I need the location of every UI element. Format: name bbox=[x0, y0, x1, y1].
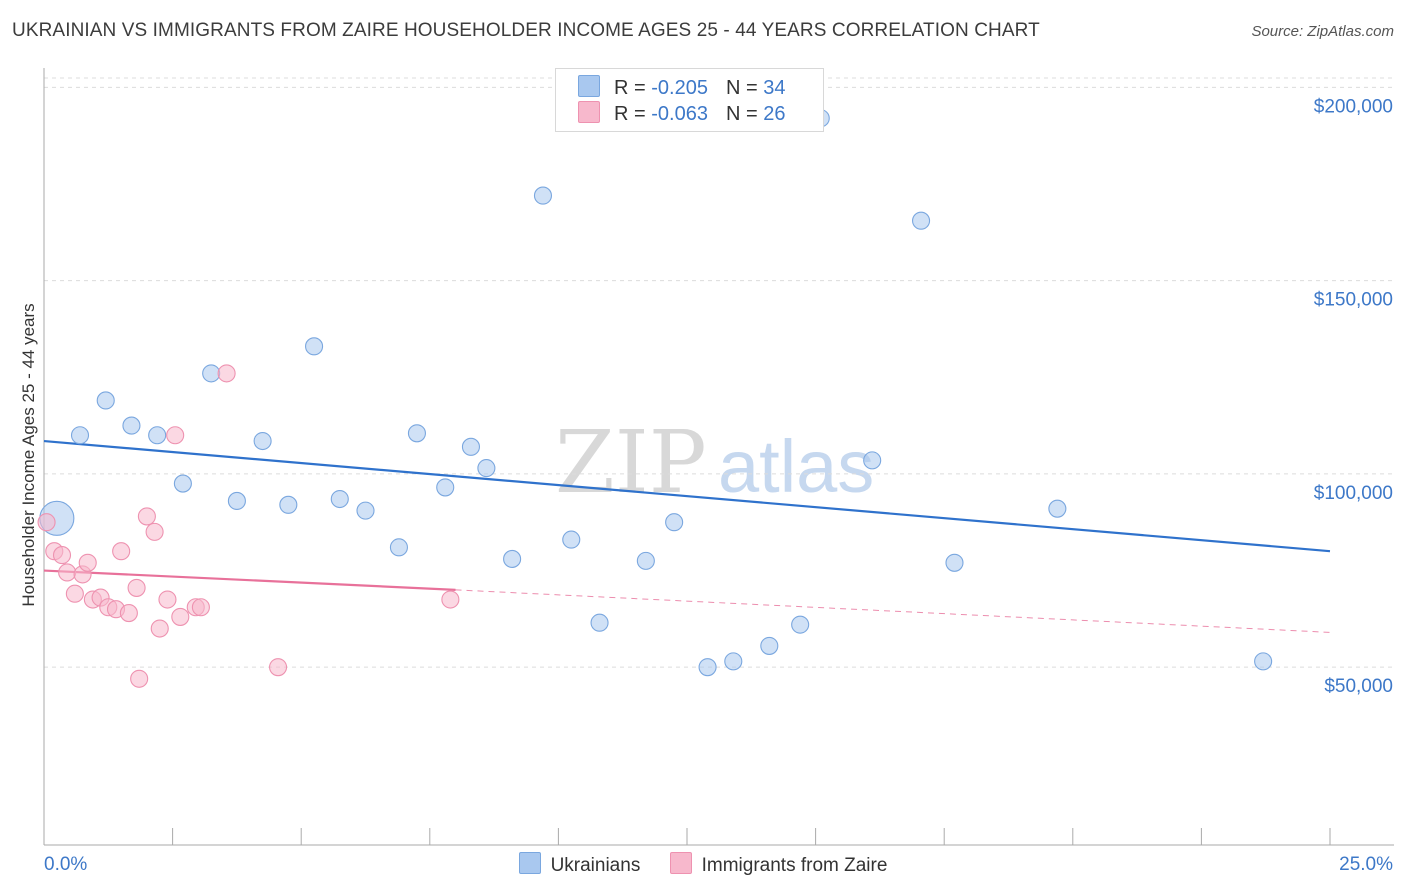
point-ukrainians[interactable] bbox=[724, 652, 743, 671]
point-ukrainians[interactable] bbox=[70, 426, 90, 445]
point-ukrainians[interactable] bbox=[1254, 652, 1273, 671]
trend-lines bbox=[43, 439, 1331, 633]
legend-item-zaire[interactable]: Immigrants from Zaire bbox=[669, 852, 888, 877]
r-label: R = bbox=[614, 103, 652, 125]
point-ukrainians[interactable] bbox=[533, 186, 553, 205]
point-ukrainians[interactable] bbox=[305, 337, 324, 356]
x-tick-label: 25.0% bbox=[1339, 854, 1393, 875]
point-ukrainians[interactable] bbox=[279, 495, 298, 514]
point-zaire[interactable] bbox=[441, 590, 460, 609]
point-ukrainians[interactable] bbox=[945, 553, 964, 572]
point-ukrainians[interactable] bbox=[503, 549, 522, 568]
n-label: N = bbox=[725, 77, 764, 99]
point-ukrainians[interactable] bbox=[227, 491, 246, 511]
point-ukrainians[interactable] bbox=[1048, 499, 1067, 518]
gridlines bbox=[44, 77, 1394, 668]
point-zaire[interactable] bbox=[166, 426, 185, 445]
legend-swatch-ukrainians bbox=[578, 75, 600, 97]
point-zaire[interactable] bbox=[269, 658, 288, 677]
legend-label-ukrainians: Ukrainians bbox=[550, 855, 641, 876]
series-legend: Ukrainians Immigrants from Zaire bbox=[0, 852, 1406, 877]
legend-swatch-zaire bbox=[578, 101, 600, 123]
n-value: 26 bbox=[763, 103, 786, 125]
point-ukrainians[interactable] bbox=[148, 426, 167, 445]
n-value: 34 bbox=[763, 77, 786, 99]
point-zaire[interactable] bbox=[58, 563, 77, 582]
n-label: N = bbox=[725, 103, 764, 125]
point-ukrainians[interactable] bbox=[698, 658, 717, 677]
legend-label-zaire: Immigrants from Zaire bbox=[701, 855, 888, 876]
y-axis-label: Householder Income Ages 25 - 44 years bbox=[19, 303, 38, 606]
point-zaire[interactable] bbox=[217, 364, 236, 383]
point-zaire[interactable] bbox=[137, 507, 156, 526]
point-zaire[interactable] bbox=[37, 513, 56, 532]
legend-row-zaire: R = -0.063 N = 26 bbox=[578, 101, 785, 125]
point-zaire[interactable] bbox=[119, 604, 138, 623]
point-ukrainians[interactable] bbox=[389, 538, 408, 557]
point-ukrainians[interactable] bbox=[562, 530, 581, 549]
axes bbox=[43, 68, 1394, 846]
point-ukrainians[interactable] bbox=[436, 478, 455, 497]
y-tick-label: $50,000 bbox=[1324, 676, 1393, 697]
trend-line-extrapolated bbox=[455, 589, 1331, 633]
watermark-zip: ZIP bbox=[555, 413, 707, 513]
point-zaire[interactable] bbox=[112, 542, 131, 561]
point-ukrainians[interactable] bbox=[330, 489, 349, 509]
point-ukrainians[interactable] bbox=[122, 416, 141, 435]
trend-line bbox=[43, 569, 456, 591]
y-tick-label: $100,000 bbox=[1314, 483, 1393, 504]
trend-line bbox=[43, 439, 1331, 553]
y-tick-label: $150,000 bbox=[1314, 290, 1393, 311]
tick-labels: $50,000 $100,000 $150,000 $200,000 0.0% 25.0% bbox=[44, 96, 1393, 875]
r-label: R = bbox=[614, 77, 652, 99]
point-ukrainians[interactable] bbox=[356, 501, 375, 520]
point-ukrainians[interactable] bbox=[253, 431, 272, 451]
point-zaire[interactable] bbox=[158, 590, 177, 609]
correlation-legend: R = -0.205 N = 34 R = -0.063 N = 26 bbox=[555, 68, 824, 132]
chart-title: UKRAINIAN VS IMMIGRANTS FROM ZAIRE HOUSE… bbox=[12, 20, 1040, 41]
source-credit: Source: ZipAtlas.com bbox=[1251, 23, 1394, 40]
point-zaire[interactable] bbox=[65, 584, 84, 603]
point-zaire[interactable] bbox=[191, 598, 210, 617]
point-ukrainians[interactable] bbox=[590, 613, 609, 632]
x-tick-label: 0.0% bbox=[44, 854, 87, 875]
point-ukrainians[interactable] bbox=[477, 459, 496, 478]
point-ukrainians[interactable] bbox=[665, 513, 684, 532]
point-ukrainians[interactable] bbox=[173, 474, 192, 493]
data-points bbox=[37, 109, 1273, 688]
legend-swatch-ukrainians bbox=[518, 852, 541, 874]
point-zaire[interactable] bbox=[130, 669, 149, 688]
point-ukrainians[interactable] bbox=[202, 364, 221, 383]
point-ukrainians[interactable] bbox=[407, 424, 426, 443]
watermark-atlas: atlas bbox=[718, 425, 874, 508]
point-zaire[interactable] bbox=[52, 546, 72, 565]
point-zaire[interactable] bbox=[150, 619, 169, 638]
point-ukrainians[interactable] bbox=[636, 551, 655, 570]
legend-item-ukrainians[interactable]: Ukrainians bbox=[518, 852, 641, 877]
y-tick-label: $200,000 bbox=[1314, 96, 1393, 117]
point-ukrainians[interactable] bbox=[760, 636, 779, 655]
point-zaire[interactable] bbox=[78, 553, 97, 572]
point-zaire[interactable] bbox=[171, 607, 190, 626]
point-ukrainians[interactable] bbox=[96, 391, 115, 410]
r-value: -0.205 bbox=[651, 77, 708, 99]
legend-swatch-zaire bbox=[669, 852, 692, 874]
r-value: -0.063 bbox=[651, 103, 708, 125]
point-ukrainians[interactable] bbox=[461, 437, 481, 456]
point-ukrainians[interactable] bbox=[863, 451, 882, 470]
point-ukrainians[interactable] bbox=[791, 615, 810, 634]
point-ukrainians[interactable] bbox=[912, 211, 931, 230]
legend-row-ukrainians: R = -0.205 N = 34 bbox=[578, 75, 785, 99]
point-zaire[interactable] bbox=[145, 522, 164, 541]
point-zaire[interactable] bbox=[127, 578, 146, 597]
